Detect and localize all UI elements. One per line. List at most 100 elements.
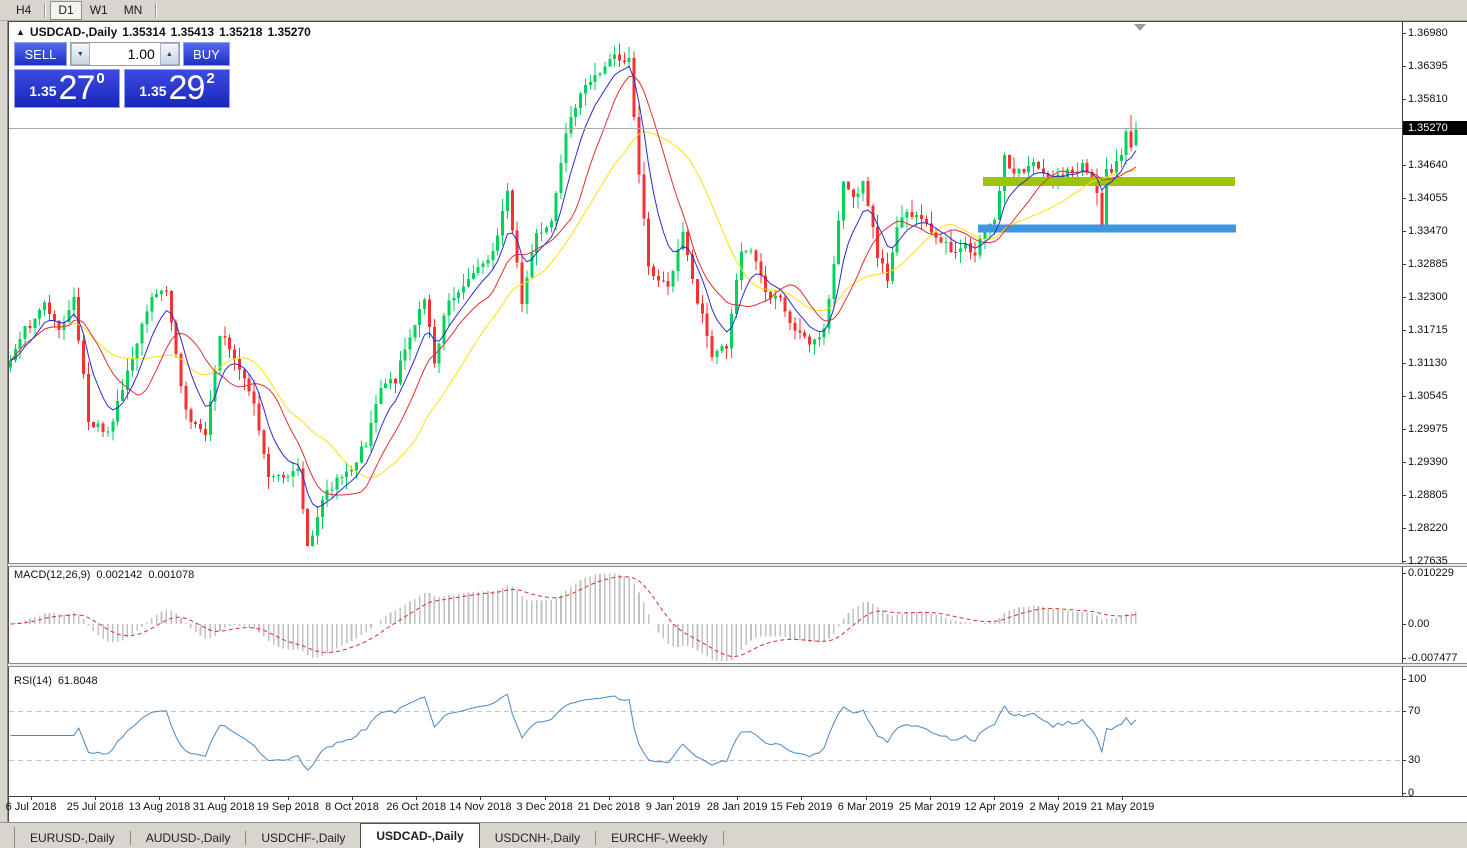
price-axis-label: 1.28805 — [1408, 489, 1448, 501]
sell-button[interactable]: SELL — [14, 42, 67, 66]
price-axis-label: 1.29390 — [1408, 456, 1448, 468]
chart-title: ▲ USDCAD-,Daily 1.35314 1.35413 1.35218 … — [16, 25, 311, 39]
rsi-pane-splitter[interactable] — [8, 663, 1467, 667]
support-line[interactable] — [978, 224, 1236, 233]
time-axis-label: 15 Feb 2019 — [770, 801, 833, 813]
price-axis-label: 1.30545 — [1408, 390, 1448, 402]
tab-audusd[interactable]: AUDUSD-,Daily — [145, 830, 231, 845]
price-axis-label: 1.32885 — [1408, 258, 1448, 270]
buy-price-pip: 2 — [206, 70, 215, 87]
macd-axis-label: 0.010229 — [1408, 567, 1454, 579]
time-axis-label: 6 Mar 2019 — [837, 801, 894, 813]
time-axis-label: 6 Jul 2018 — [5, 801, 57, 813]
ohlc-open: 1.35314 — [122, 25, 166, 39]
macd-signal-value: 0.001078 — [148, 569, 195, 581]
time-axis-label: 8 Oct 2018 — [325, 801, 379, 813]
tab-usdcnh[interactable]: USDCNH-,Daily — [494, 830, 581, 845]
ma-slow-line — [10, 131, 1137, 479]
volume-increase-icon[interactable]: ▲ — [159, 43, 179, 65]
buy-price-prefix: 1.35 — [139, 83, 167, 99]
tab-eurusd[interactable]: EURUSD-,Daily — [30, 830, 115, 845]
tab-separator — [595, 831, 597, 845]
rsi-line — [10, 693, 1137, 771]
macd-axis-label: 0.00 — [1408, 618, 1430, 630]
chart-shift-icon[interactable] — [1134, 24, 1146, 31]
sell-price-pip: 0 — [96, 70, 105, 87]
timeframe-button-w1[interactable]: W1 — [89, 3, 108, 17]
time-axis-label: 28 Jan 2019 — [706, 801, 768, 813]
tab-bar-stub — [0, 827, 15, 848]
chart-tab-bar: EURUSD-,Daily AUDUSD-,Daily USDCHF-,Dail… — [0, 822, 1467, 848]
time-axis-label: 21 Dec 2018 — [577, 801, 640, 813]
toolbar-separator — [155, 2, 157, 18]
volume-input[interactable] — [89, 43, 160, 65]
one-click-trading-panel: SELL ▼ ▲ BUY 1.35 27 0 1.35 29 2 — [14, 42, 230, 108]
macd-signal-line — [10, 576, 1136, 658]
timeframe-toolbar: H4 D1 W1 MN — [0, 0, 1467, 21]
sell-price-button[interactable]: 1.35 27 0 — [14, 69, 120, 108]
tab-usdcad[interactable]: USDCAD-,Daily — [360, 823, 480, 848]
ma-fast-line — [10, 65, 1137, 508]
tab-separator — [129, 831, 131, 845]
fast-nav-icon: ▲ — [16, 27, 25, 37]
price-axis-label: 1.34640 — [1408, 159, 1448, 171]
time-axis-label: 25 Jul 2018 — [66, 801, 124, 813]
tab-separator — [722, 831, 724, 845]
price-axis-label: 1.35810 — [1408, 93, 1448, 105]
buy-price-big: 29 — [168, 69, 206, 107]
ma-mid-line — [10, 76, 1137, 496]
price-axis-label: 1.29975 — [1408, 423, 1448, 435]
current-price-tag: 1.35270 — [1403, 121, 1467, 135]
buy-price-button[interactable]: 1.35 29 2 — [124, 69, 230, 108]
rsi-axis-label: 0 — [1408, 787, 1415, 799]
price-axis-label: 1.36395 — [1408, 60, 1448, 72]
time-axis-label: 25 Mar 2019 — [898, 801, 961, 813]
macd-label: MACD(12,26,9) — [14, 569, 91, 581]
macd-header: MACD(12,26,9) 0.002142 0.001078 — [14, 569, 194, 581]
time-axis-label: 13 Aug 2018 — [128, 801, 191, 813]
rsi-pane — [9, 693, 1402, 771]
timeframe-button-d1[interactable]: D1 — [50, 0, 82, 20]
time-axis-label: 14 Nov 2018 — [449, 801, 512, 813]
rsi-value: 61.8048 — [57, 675, 98, 687]
time-axis-label: 12 Apr 2019 — [964, 801, 1024, 813]
price-axis-label: 1.31715 — [1408, 324, 1448, 336]
timeframe-button-h4[interactable]: H4 — [16, 3, 32, 17]
time-axis-label: 2 May 2019 — [1029, 801, 1087, 813]
tab-eurchf[interactable]: EURCHF-,Weekly — [611, 830, 708, 845]
tab-usdchf[interactable]: USDCHF-,Daily — [261, 830, 346, 845]
price-axis-label: 1.27635 — [1408, 555, 1448, 567]
ohlc-high: 1.35413 — [170, 25, 215, 39]
price-axis-label: 1.31130 — [1408, 357, 1447, 369]
toolbar-separator — [44, 2, 46, 18]
buy-button[interactable]: BUY — [182, 42, 230, 66]
macd-axis-label: -0.007477 — [1408, 652, 1458, 664]
macd-pane — [10, 573, 1137, 661]
tab-separator — [245, 831, 247, 845]
time-axis-label: 3 Dec 2018 — [516, 801, 573, 813]
volume-decrease-icon[interactable]: ▼ — [70, 43, 90, 65]
timeframe-button-mn[interactable]: MN — [123, 3, 143, 17]
time-axis-label: 31 Aug 2018 — [192, 801, 255, 813]
macd-value: 0.002142 — [96, 569, 143, 581]
time-axis-label: 9 Jan 2019 — [645, 801, 701, 813]
symbol-period-label: USDCAD-,Daily — [29, 25, 118, 39]
window-left-edge — [0, 21, 8, 848]
price-axis-label: 1.36980 — [1408, 27, 1448, 39]
sell-price-big: 27 — [58, 69, 96, 107]
price-axis-label: 1.28220 — [1408, 522, 1448, 534]
time-axis-label: 19 Sep 2018 — [256, 801, 319, 813]
sell-price-prefix: 1.35 — [29, 83, 57, 99]
rsi-header: RSI(14) 61.8048 — [14, 675, 98, 687]
time-axis-label: 26 Oct 2018 — [386, 801, 447, 813]
volume-spinner: ▼ ▲ — [69, 42, 180, 66]
rsi-axis-label: 70 — [1408, 705, 1421, 717]
price-axis-label: 1.34055 — [1408, 192, 1448, 204]
resistance-line[interactable] — [983, 177, 1235, 187]
ohlc-close: 1.35270 — [267, 25, 311, 39]
price-axis-label: 1.33470 — [1408, 225, 1448, 237]
rsi-label: RSI(14) — [14, 675, 52, 687]
macd-pane-splitter[interactable] — [8, 563, 1467, 567]
